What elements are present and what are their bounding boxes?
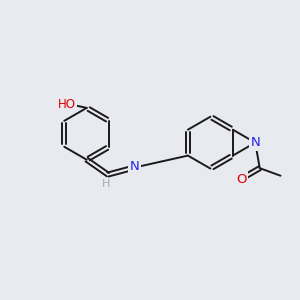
Text: N: N: [130, 160, 139, 173]
Text: N: N: [130, 160, 139, 173]
Text: H: H: [101, 179, 110, 189]
Text: N: N: [250, 136, 260, 149]
Text: N: N: [250, 136, 260, 149]
Text: O: O: [236, 173, 247, 186]
Text: HO: HO: [58, 98, 76, 111]
